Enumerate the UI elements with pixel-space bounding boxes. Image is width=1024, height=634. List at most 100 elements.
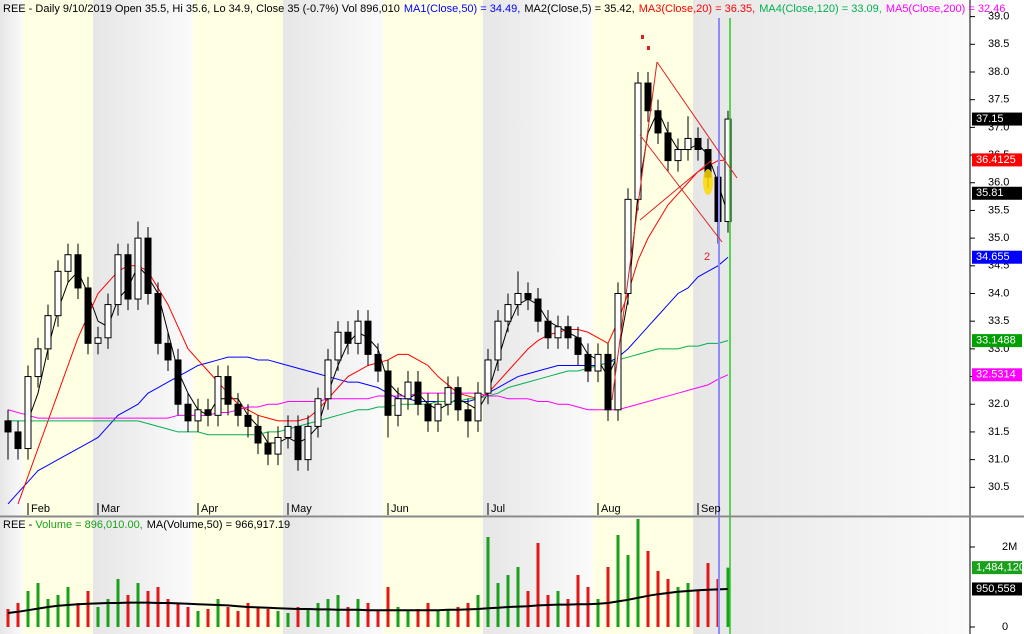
- candle-body: [434, 403, 442, 422]
- x-tick-label: Jul: [491, 503, 505, 515]
- x-tick-label: Apr: [201, 503, 218, 515]
- candle-body: [184, 403, 192, 422]
- candle-body: [524, 292, 532, 300]
- candle-body: [564, 326, 572, 339]
- candle-body: [354, 320, 362, 344]
- month-band: [0, 0, 23, 516]
- candle-body: [364, 320, 372, 355]
- volume-bar: [576, 575, 580, 627]
- volume-bar: [336, 595, 340, 627]
- volume-bar: [106, 599, 110, 627]
- x-tick-label: Feb: [31, 503, 50, 515]
- month-band: [93, 518, 193, 634]
- value-tag-label: 1,484,120: [976, 562, 1024, 574]
- volume-bar: [316, 603, 320, 627]
- volume-bar: [506, 575, 510, 627]
- candle-body: [94, 337, 102, 344]
- signal: [647, 46, 650, 50]
- month-band: [193, 0, 283, 516]
- volume-bar: [496, 583, 500, 627]
- candle-body: [204, 409, 212, 416]
- volume-bar: [76, 603, 80, 627]
- candle-body: [724, 118, 732, 223]
- volume-bar: [246, 603, 250, 627]
- y-tick-label: 2M: [1002, 541, 1017, 553]
- volume-bar: [156, 587, 160, 627]
- value-tag: [972, 153, 1022, 167]
- candle-body: [244, 414, 252, 427]
- value-tag: [972, 112, 1022, 126]
- month-band: [693, 518, 970, 634]
- candle-body: [274, 436, 282, 455]
- trend-line: [611, 61, 658, 401]
- volume-bar: [366, 603, 370, 627]
- y-tick-label: 38.0: [988, 66, 1009, 78]
- plot-area: [4, 71, 732, 627]
- volume-bar: [56, 595, 60, 627]
- candle-body: [494, 320, 502, 361]
- volume-bar: [36, 583, 40, 627]
- candle-body: [254, 425, 262, 444]
- candle-body: [114, 254, 122, 306]
- candle-body: [664, 132, 672, 162]
- month-band: [383, 0, 483, 516]
- background: [0, 0, 970, 634]
- value-tag-label: 950,558: [976, 583, 1016, 595]
- candle-body: [444, 387, 452, 405]
- volume-bar: [376, 611, 380, 627]
- y-tick-label: 38.5: [988, 38, 1009, 50]
- value-tag-label: 36.4125: [976, 154, 1016, 166]
- volume-bar: [516, 567, 520, 627]
- volume-bar: [726, 567, 730, 627]
- candle-body: [424, 403, 432, 422]
- volume-bar: [446, 609, 450, 627]
- volume-bar: [26, 591, 30, 627]
- volume-bar: [396, 607, 400, 627]
- volume-bar: [666, 579, 670, 627]
- volume-bar: [306, 609, 310, 627]
- volume-bar: [356, 599, 360, 627]
- candle-body: [4, 420, 12, 433]
- candle-body: [454, 387, 462, 411]
- legend-entry: Volume = 896,010.00,: [35, 519, 142, 531]
- volume-bar: [606, 567, 610, 627]
- volume-bar: [226, 607, 230, 627]
- candle-body: [474, 392, 482, 422]
- x-tick-label: May: [291, 503, 312, 515]
- legend-entry: MA4(Close,120) = 33.09,: [759, 3, 882, 15]
- volume-bar: [636, 519, 640, 627]
- candle-body: [384, 370, 392, 416]
- volume-bar: [476, 595, 480, 627]
- volume-bar: [196, 611, 200, 627]
- value-tag-label: 37.15: [976, 113, 1004, 125]
- volume-bar: [276, 611, 280, 627]
- volume-bar: [556, 591, 560, 627]
- candle-body: [464, 409, 472, 422]
- candle-body: [584, 353, 592, 372]
- volume-bar: [176, 603, 180, 627]
- candle-body: [504, 304, 512, 322]
- candle-body: [64, 254, 72, 272]
- volume-bar: [696, 591, 700, 627]
- candle-body: [134, 237, 142, 300]
- volume-bar: [66, 587, 70, 627]
- volume-bar: [236, 611, 240, 627]
- candle-body: [264, 442, 272, 455]
- candle-body: [334, 331, 342, 361]
- candle-body: [84, 287, 92, 344]
- month-band: [383, 518, 483, 634]
- value-tag: [972, 250, 1022, 264]
- candle-body: [634, 82, 642, 200]
- candle-body: [214, 376, 222, 416]
- candle-body: [54, 270, 62, 317]
- volume-bar: [566, 599, 570, 627]
- month-band: [593, 0, 693, 516]
- value-tag-label: 33.1488: [976, 335, 1016, 347]
- candle-body: [534, 298, 542, 322]
- candle-body: [344, 331, 352, 344]
- candle-body: [604, 353, 612, 411]
- candle-body: [544, 320, 552, 339]
- volume-average: [7, 587, 729, 614]
- month-band: [93, 0, 193, 516]
